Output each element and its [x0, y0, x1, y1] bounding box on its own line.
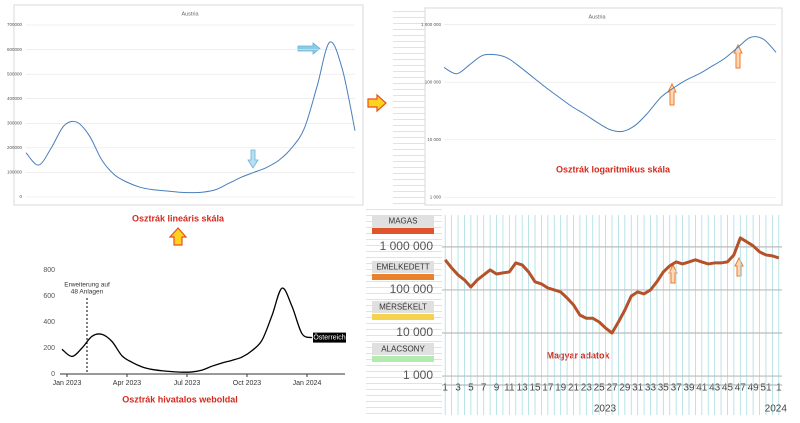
- y-tick-label: 100000: [7, 170, 23, 175]
- x-tick-label: 31: [632, 383, 644, 394]
- arrow: [297, 42, 321, 55]
- x-tick-label: 25: [594, 383, 606, 394]
- arrow: [734, 256, 744, 277]
- y-tick-label: 10 000: [396, 325, 433, 339]
- level-label: ALACSONY: [381, 345, 425, 354]
- x-tick-label: Jan 2023: [53, 380, 82, 387]
- x-tick-label: 9: [494, 383, 500, 394]
- x-tick-label: 1: [776, 383, 782, 394]
- x-tick-label: 23: [581, 383, 593, 394]
- x-tick-label: 21: [568, 383, 580, 394]
- x-tick-label: 33: [645, 383, 657, 394]
- chart-title: Austria: [181, 11, 199, 17]
- year-label: 2023: [594, 404, 617, 415]
- line: [61, 287, 313, 373]
- y-tick-label: 200: [43, 345, 55, 352]
- chart-frame: [13, 4, 364, 206]
- chart-title: Austria: [588, 14, 606, 20]
- y-tick-label: 1 000: [430, 195, 442, 200]
- y-tick-label: 1 000: [403, 368, 433, 382]
- x-tick-label: 45: [722, 383, 734, 394]
- x-tick-label: 41: [696, 383, 708, 394]
- arrow: [367, 93, 387, 113]
- x-tick-label: Apr 2023: [113, 380, 142, 387]
- x-tick-label: Jan 2024: [293, 380, 322, 387]
- level-label: MAGAS: [389, 217, 418, 226]
- y-tick-label: 1 000 000: [421, 22, 442, 27]
- x-tick-label: 3: [455, 383, 461, 394]
- y-tick-label: 0: [51, 371, 55, 378]
- level-box: [372, 301, 434, 313]
- y-tick-label: 700000: [7, 22, 23, 27]
- y-tick-label: 500000: [7, 71, 23, 76]
- y-tick-label: 100 000: [390, 282, 434, 296]
- y-tick-label: 200000: [7, 145, 23, 150]
- y-tick-label: 600: [43, 293, 55, 300]
- level-label: EMELKEDETT: [376, 263, 429, 272]
- level-box: [372, 215, 434, 227]
- y-tick-label: 1 000 000: [380, 239, 434, 253]
- y-tick-label: 600000: [7, 47, 23, 52]
- y-tick-label: 400: [43, 319, 55, 326]
- level-color: [372, 228, 434, 234]
- chart-frame: [424, 7, 783, 206]
- level-color: [372, 274, 434, 280]
- x-tick-label: 39: [683, 383, 695, 394]
- y-tick-label: 10 000: [427, 137, 441, 142]
- x-tick-label: 51: [760, 383, 772, 394]
- level-box: [372, 343, 434, 355]
- y-tick-label: 300000: [7, 120, 23, 125]
- arrow: [168, 227, 188, 246]
- year-label: 2024: [765, 404, 788, 415]
- arrow: [733, 43, 743, 69]
- x-tick-label: 35: [658, 383, 670, 394]
- line: [443, 36, 777, 133]
- y-tick-label: 800: [43, 267, 55, 274]
- caption: Osztrák hivatalos weboldal: [122, 394, 238, 404]
- annotation: 48 Anlagen: [71, 289, 104, 296]
- caption: Osztrák logaritmikus skála: [556, 164, 671, 174]
- line: [444, 236, 780, 335]
- series-label-box: [313, 332, 346, 343]
- caption: Osztrák lineáris skála: [132, 213, 225, 223]
- level-color: [372, 356, 434, 362]
- x-tick-label: 15: [529, 383, 541, 394]
- annotation: Erweiterung auf: [64, 282, 110, 289]
- y-tick-label: 0: [19, 194, 22, 199]
- y-tick-label: 400000: [7, 96, 23, 101]
- x-tick-label: 7: [481, 383, 487, 394]
- caption: Magyar adatok: [546, 350, 610, 360]
- y-tick-label: 100 000: [425, 79, 442, 84]
- x-tick-label: 27: [606, 383, 618, 394]
- line: [25, 41, 356, 194]
- x-tick-label: 17: [542, 383, 554, 394]
- x-tick-label: 13: [517, 383, 529, 394]
- x-tick-label: Oct 2023: [233, 380, 262, 387]
- arrow: [247, 149, 259, 169]
- x-tick-label: 19: [555, 383, 567, 394]
- x-tick-label: 29: [619, 383, 631, 394]
- level-color: [372, 314, 434, 320]
- level-box: [372, 261, 434, 273]
- x-tick-label: 43: [709, 383, 721, 394]
- x-tick-label: 47: [735, 383, 747, 394]
- level-label: MÉRSÉKELT: [379, 303, 427, 312]
- decor-stripes: [393, 8, 425, 205]
- x-tick-label: 37: [671, 383, 683, 394]
- arrow: [668, 263, 678, 284]
- legend-label: Österreich: [313, 333, 345, 341]
- x-tick-label: 11: [504, 383, 515, 394]
- x-tick-label: 5: [468, 383, 474, 394]
- x-tick-label: 49: [748, 383, 760, 394]
- x-tick-label: 1: [442, 383, 448, 394]
- x-tick-label: Jul 2023: [174, 380, 201, 387]
